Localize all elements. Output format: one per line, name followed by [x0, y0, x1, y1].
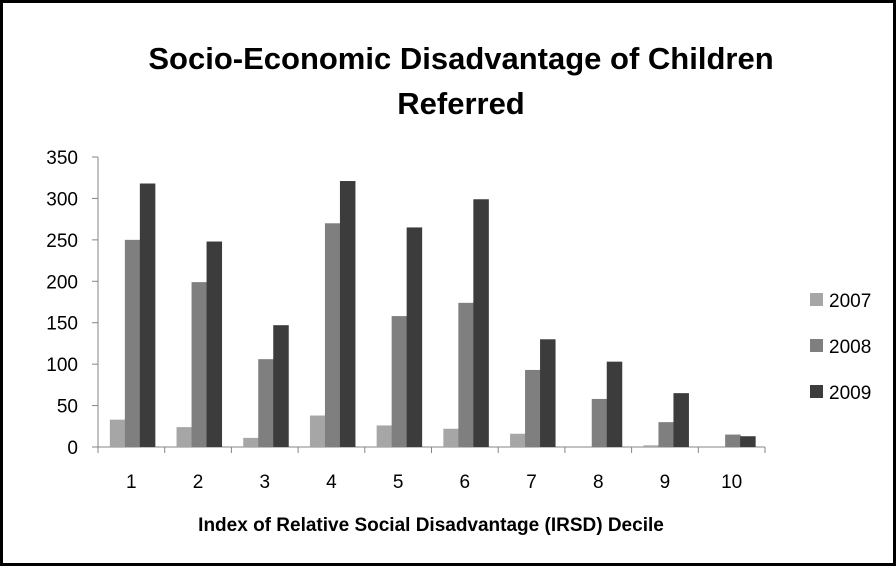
bar-2009-decile-1	[139, 183, 156, 447]
y-tick-label: 200	[46, 272, 78, 293]
bar-2007-decile-9	[643, 445, 659, 447]
legend-swatch-2008	[810, 339, 823, 352]
bar-2008-decile-1	[124, 239, 141, 447]
bar-2008-decile-7	[525, 369, 541, 447]
y-tick-label: 0	[67, 438, 78, 459]
legend-swatch-2009	[810, 385, 823, 398]
bar-2008-decile-2	[191, 282, 208, 447]
x-tick-label: 2	[193, 472, 204, 493]
y-tick-label: 150	[46, 314, 78, 335]
bar-2009-decile-10	[740, 436, 756, 447]
x-tick-label: 4	[326, 472, 337, 493]
x-tick-label: 8	[593, 472, 604, 493]
legend-label-2007: 2007	[829, 291, 871, 312]
bar-2008-decile-3	[258, 359, 274, 447]
bar-2009-decile-7	[540, 339, 556, 447]
bar-2009-decile-8	[606, 361, 623, 447]
bar-2009-decile-9	[673, 393, 689, 447]
x-tick-label: 10	[721, 472, 742, 493]
x-tick-label: 9	[660, 472, 671, 493]
bar-2008-decile-6	[458, 302, 474, 447]
bar-2009-decile-6	[473, 199, 489, 447]
bar-2007-decile-1	[109, 419, 126, 447]
bar-2007-decile-4	[309, 415, 326, 447]
x-axis-label: Index of Relative Social Disadvantage (I…	[198, 515, 664, 536]
x-tick-label: 1	[126, 472, 137, 493]
bar-2008-decile-4	[324, 223, 341, 447]
legend: 2007 2008 2009	[810, 291, 871, 404]
bar-2008-decile-5	[391, 316, 408, 447]
chart-title-line-2: Referred	[397, 86, 525, 121]
legend-label-2009: 2009	[829, 383, 871, 404]
bar-2008-decile-8	[591, 398, 608, 447]
x-tick-label: 3	[259, 472, 270, 493]
bar-2009-decile-4	[339, 181, 356, 447]
bar-2009-decile-3	[273, 325, 289, 447]
y-tick-label: 300	[46, 189, 78, 210]
legend-label-2008: 2008	[829, 337, 871, 358]
bar-2008-decile-10	[725, 434, 741, 447]
bar-2009-decile-2	[206, 241, 223, 447]
y-tick-label: 100	[46, 355, 78, 376]
bar-2007-decile-6	[443, 428, 459, 447]
bar-2009-decile-5	[406, 227, 423, 447]
bar-2007-decile-5	[376, 425, 393, 447]
chart-title-line-1: Socio-Economic Disadvantage of Children	[148, 41, 773, 76]
bar-2007-decile-3	[243, 437, 259, 447]
bar-2007-decile-2	[176, 427, 193, 447]
y-tick-label: 250	[46, 231, 78, 252]
y-tick-label: 350	[46, 148, 78, 169]
bar-2007-decile-7	[510, 433, 526, 447]
x-tick-label: 6	[460, 472, 471, 493]
axes: 0 50 100 150 200 250 300 350 1 2 3 4 5 6 7 8 9 10	[46, 148, 766, 493]
legend-swatch-2007	[810, 293, 823, 306]
bars	[109, 181, 756, 447]
bar-chart: Socio-Economic Disadvantage of Children …	[46, 41, 871, 536]
x-tick-label: 5	[393, 472, 404, 493]
bar-2008-decile-9	[658, 422, 674, 447]
y-tick-label: 50	[57, 397, 78, 418]
x-tick-label: 7	[526, 472, 537, 493]
